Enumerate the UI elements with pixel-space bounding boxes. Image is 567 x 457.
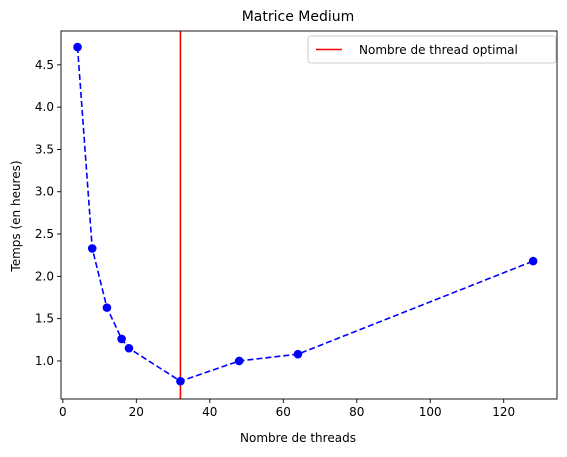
x-tick-label: 40 (202, 405, 217, 419)
x-tick-label: 20 (129, 405, 144, 419)
x-tick-label: 60 (276, 405, 291, 419)
data-point (234, 356, 244, 366)
legend-box (307, 35, 557, 64)
data-point (293, 349, 303, 359)
y-tick-label: 2.5 (35, 227, 54, 241)
y-tick-label: 4.5 (35, 58, 54, 72)
y-tick-label: 4.0 (35, 100, 54, 114)
y-tick-label: 3.0 (35, 185, 54, 199)
data-point (176, 376, 185, 386)
x-tick-label: 100 (419, 405, 442, 419)
y-axis-label: Temps (en heures) (9, 160, 23, 272)
x-tick-label: 120 (492, 405, 515, 419)
y-tick-label: 1.5 (35, 312, 54, 326)
y-tick-label: 1.0 (35, 354, 54, 368)
y-tick-label: 2.0 (35, 269, 54, 283)
data-point (87, 244, 97, 253)
data-point (102, 303, 112, 312)
x-tick-label: 0 (59, 405, 67, 419)
x-tick-label: 80 (349, 405, 364, 419)
legend-label-optimal: Nombre de thread optimal (359, 43, 518, 57)
chart-title: Matrice Medium (242, 9, 355, 25)
x-axis-ticks: 0 20 40 60 80 100 120 (59, 399, 515, 419)
data-point (73, 42, 82, 52)
data-point (124, 343, 134, 353)
data-point (528, 256, 538, 266)
data-point (117, 334, 126, 344)
plot-area (60, 30, 558, 400)
series-line (76, 47, 534, 383)
x-axis-label: Nombre de threads (240, 431, 356, 445)
y-tick-label: 3.5 (35, 142, 54, 156)
y-axis-ticks: 1.0 1.5 2.0 2.5 3.0 3.5 4.0 4.5 (35, 58, 61, 368)
legend: Nombre de thread optimal (307, 35, 557, 64)
plot-frame (60, 30, 558, 400)
